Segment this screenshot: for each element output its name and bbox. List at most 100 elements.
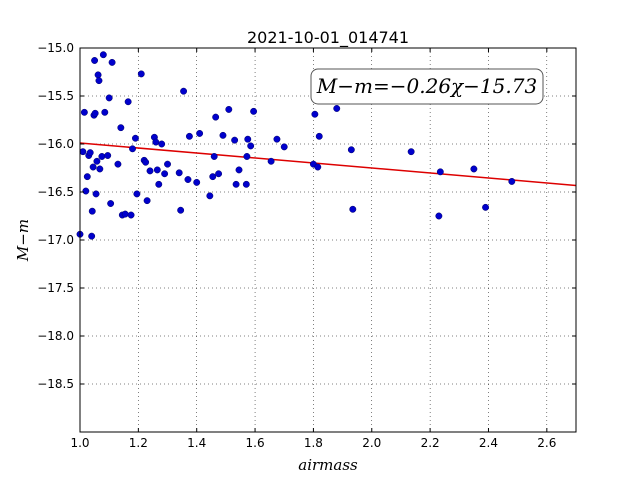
data-point — [267, 157, 275, 165]
data-point — [435, 212, 443, 220]
data-point — [232, 180, 240, 188]
data-point — [184, 176, 192, 183]
data-point — [280, 143, 288, 151]
data-point — [107, 200, 115, 207]
data-point — [231, 136, 239, 144]
data-point — [244, 135, 252, 143]
data-point — [349, 205, 357, 213]
x-tick-label: 1.2 — [129, 436, 148, 450]
data-point — [212, 113, 220, 121]
data-point — [436, 168, 444, 176]
y-tick-label: −18.5 — [37, 377, 74, 391]
data-point — [247, 142, 255, 150]
data-point — [314, 163, 322, 171]
x-tick-label: 2.6 — [537, 436, 556, 450]
data-point — [127, 211, 135, 219]
y-tick-label: −15.5 — [37, 89, 74, 103]
data-point — [114, 160, 122, 168]
x-tick-label: 1.0 — [70, 436, 89, 450]
fit-line — [79, 142, 577, 187]
data-point — [131, 134, 139, 142]
x-tick-label: 2.0 — [362, 436, 381, 450]
data-point — [347, 146, 355, 154]
data-point — [152, 138, 160, 146]
data-point — [185, 132, 193, 140]
annotation-text: M−m=−0.26χ−15.73 — [316, 74, 537, 98]
data-point — [133, 190, 141, 198]
data-point — [95, 77, 103, 85]
data-point — [508, 177, 516, 185]
data-point — [315, 132, 323, 140]
data-point — [88, 232, 96, 240]
data-point — [91, 109, 99, 117]
data-point — [273, 135, 281, 143]
data-point — [117, 124, 125, 132]
data-point — [158, 140, 166, 148]
x-tick-label: 1.4 — [187, 436, 206, 450]
data-point — [79, 148, 87, 156]
y-tick-label: −15.0 — [37, 41, 74, 55]
data-point — [333, 105, 341, 112]
data-point — [243, 153, 251, 160]
fit-annotation: M−m=−0.26χ−15.73 — [310, 68, 544, 105]
data-point — [137, 70, 145, 78]
data-points — [76, 51, 516, 240]
y-axis-label: M−m — [14, 219, 32, 262]
data-point — [124, 98, 132, 106]
y-tick-label: −18.0 — [37, 329, 74, 343]
data-point — [98, 153, 106, 160]
y-tick-label: −17.0 — [37, 233, 74, 247]
data-point — [129, 145, 136, 153]
data-point — [93, 157, 101, 165]
data-point — [311, 110, 319, 118]
y-tick-label: −17.5 — [37, 281, 74, 295]
data-point — [164, 160, 171, 168]
data-point — [407, 148, 415, 156]
data-point — [101, 108, 109, 116]
data-point — [196, 129, 204, 137]
data-point — [482, 203, 490, 211]
data-point — [121, 210, 129, 218]
data-point — [82, 187, 90, 195]
data-point — [104, 152, 112, 159]
data-point — [235, 166, 243, 174]
x-tick-label: 1.6 — [246, 436, 265, 450]
data-point — [155, 180, 163, 188]
data-point — [242, 180, 250, 188]
x-tick-label: 2.4 — [479, 436, 498, 450]
x-tick-label: 1.8 — [304, 436, 323, 450]
data-point — [215, 170, 223, 178]
data-point — [161, 170, 169, 178]
data-point — [88, 207, 96, 215]
data-point — [142, 158, 150, 166]
data-point — [143, 197, 151, 205]
data-point — [175, 169, 183, 177]
data-point — [153, 166, 161, 174]
data-point — [225, 105, 233, 113]
annotation-frame — [310, 68, 544, 105]
data-point — [80, 108, 88, 116]
data-point — [99, 51, 107, 59]
data-point — [210, 153, 218, 160]
data-point — [89, 163, 97, 171]
data-point — [96, 165, 104, 173]
x-axis-label: airmass — [298, 456, 358, 474]
y-tick-label: −16.5 — [37, 185, 74, 199]
data-point — [105, 94, 113, 102]
data-point — [177, 206, 185, 214]
data-point — [193, 178, 201, 186]
data-point — [108, 58, 116, 66]
x-tick-label: 2.2 — [421, 436, 440, 450]
data-point — [86, 149, 94, 157]
data-point — [219, 131, 227, 139]
data-point — [250, 107, 258, 115]
data-point — [180, 87, 188, 95]
data-point — [470, 165, 478, 173]
data-point — [206, 192, 214, 200]
chart-title: 2021-10-01_014741 — [247, 28, 409, 48]
data-point — [91, 57, 99, 64]
data-point — [94, 71, 102, 79]
y-tick-label: −16.0 — [37, 137, 74, 151]
